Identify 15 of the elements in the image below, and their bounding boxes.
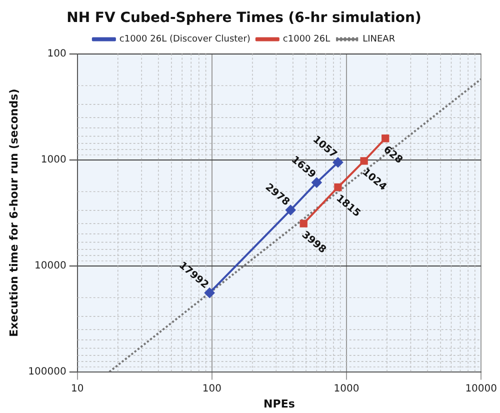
legend-label: LINEAR <box>362 34 396 45</box>
y-tick-label: 100 <box>47 48 66 60</box>
x-tick-label: 10 <box>71 383 84 394</box>
y-tick-label: 1000 <box>40 154 66 166</box>
chart-title: NH FV Cubed-Sphere Times (6-hr simulation) <box>66 10 422 26</box>
y-tick-label: 10000 <box>34 260 66 272</box>
legend-label: c1000 26L <box>282 34 330 45</box>
y-tick-label: 100000 <box>28 366 66 378</box>
legend-label: c1000 26L (Discover Cluster) <box>119 34 250 45</box>
x-axis-title: NPEs <box>264 397 296 410</box>
x-tick-label: 100 <box>202 383 222 394</box>
data-label: 628 <box>381 144 404 166</box>
y-axis-title: Execution time for 6-hour run (seconds) <box>7 88 20 337</box>
x-tick-label: 10000 <box>465 383 497 394</box>
x-tick-label: 1000 <box>334 383 360 394</box>
